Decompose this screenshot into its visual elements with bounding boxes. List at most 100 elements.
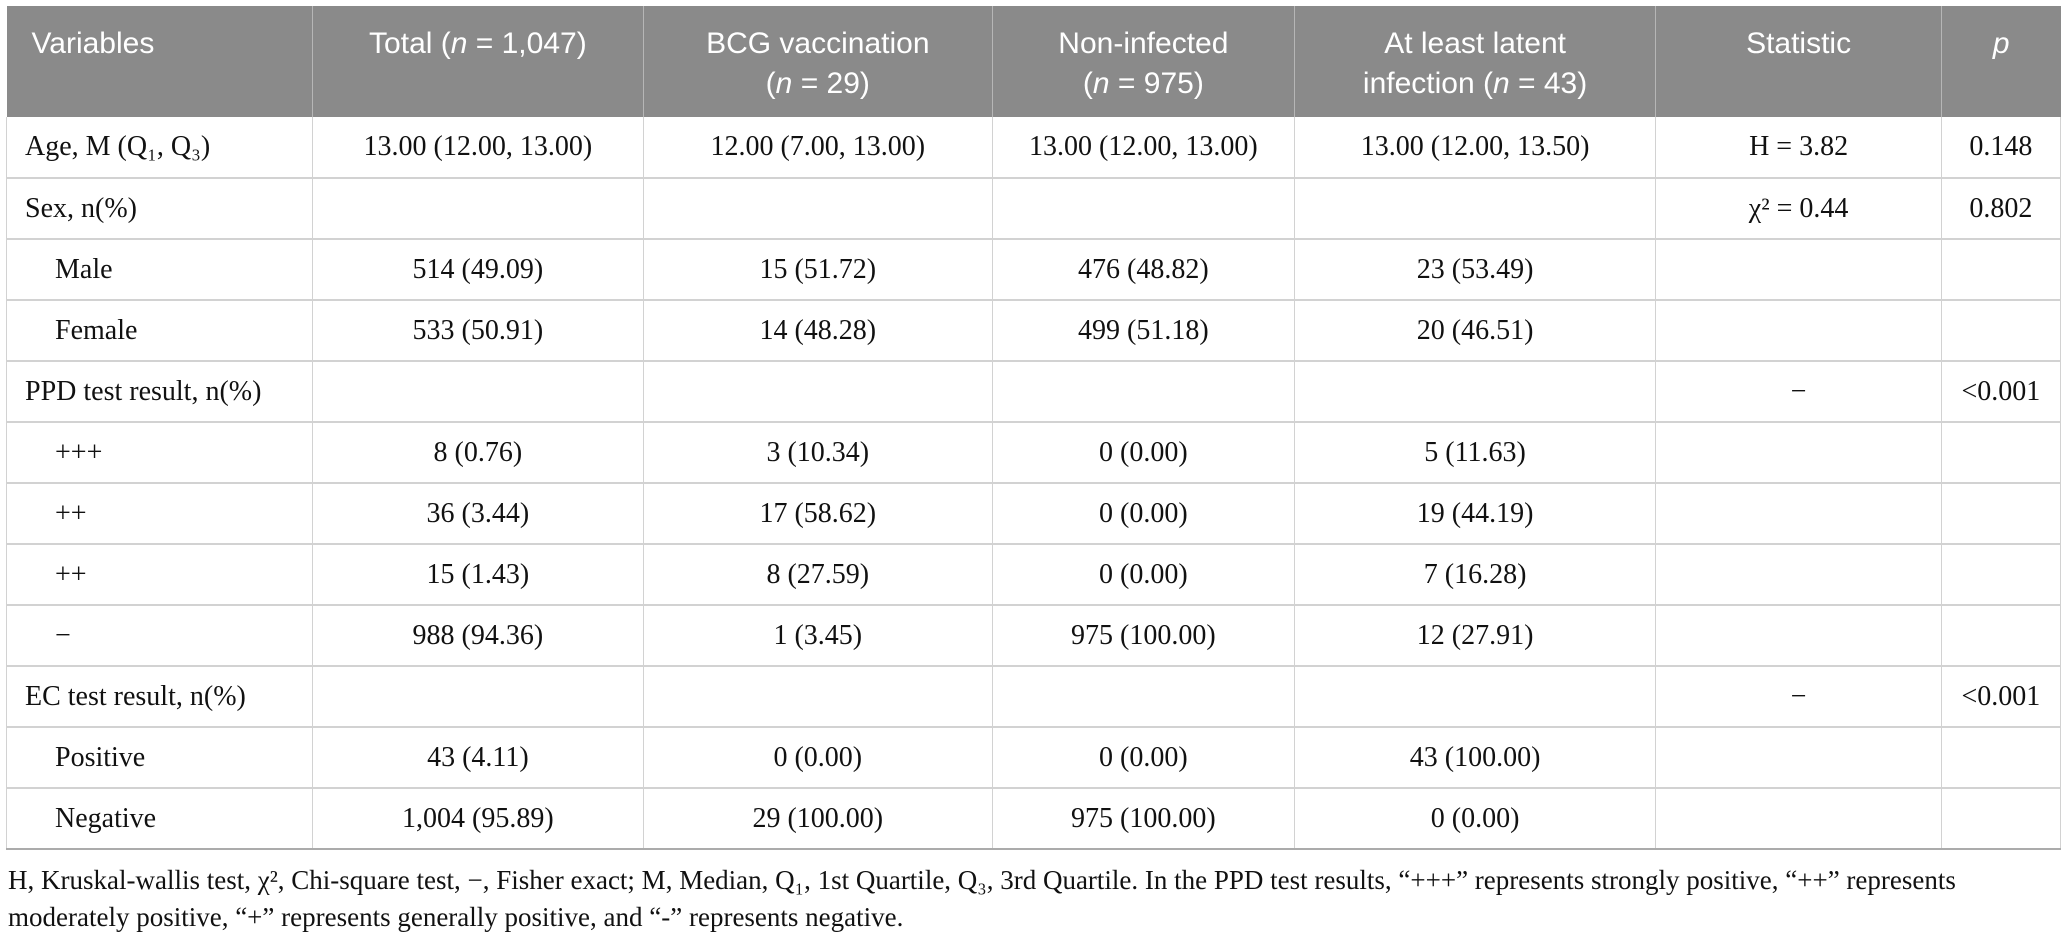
cell-p: [1941, 727, 2062, 790]
row-label: Positive: [5, 727, 314, 790]
row-label: +++: [5, 422, 314, 485]
cell-non-infected: [992, 361, 1295, 424]
cell-non-infected: [992, 666, 1295, 729]
cell-bcg-vaccination: 3 (10.34): [643, 422, 993, 485]
row-label: −: [5, 605, 314, 668]
row-label: Negative: [5, 788, 314, 851]
cell-bcg-vaccination: 8 (27.59): [643, 544, 993, 607]
table-body: Age, M (Q₁, Q₃) 13.00 (12.00, 13.00) 12.…: [5, 117, 2062, 851]
cell-bcg-vaccination: 29 (100.00): [643, 788, 993, 851]
cell-non-infected: [992, 178, 1295, 241]
cell-total: [312, 361, 644, 424]
cell-statistic: [1655, 239, 1942, 302]
col-header-latent-infection: At least latent infection (n = 43): [1294, 6, 1657, 118]
cell-latent-infection: 19 (44.19): [1294, 483, 1657, 546]
cell-latent-infection: 12 (27.91): [1294, 605, 1657, 668]
col-header-variables: Variables: [6, 6, 314, 118]
cell-statistic: [1655, 483, 1942, 546]
row-label: Male: [5, 239, 314, 302]
table-row: Female 533 (50.91) 14 (48.28) 499 (51.18…: [5, 300, 2062, 363]
cell-bcg-vaccination: 1 (3.45): [643, 605, 993, 668]
cell-total: 13.00 (12.00, 13.00): [312, 117, 644, 180]
cell-statistic: [1655, 605, 1942, 668]
cell-p: [1941, 300, 2062, 363]
table-row: Positive 43 (4.11) 0 (0.00) 0 (0.00) 43 …: [5, 727, 2062, 790]
cell-bcg-vaccination: 15 (51.72): [643, 239, 993, 302]
cell-p: [1941, 239, 2062, 302]
cell-latent-infection: [1294, 666, 1657, 729]
cell-non-infected: 0 (0.00): [992, 422, 1295, 485]
row-label: ++: [5, 544, 314, 607]
cell-statistic: −: [1655, 361, 1942, 424]
table-row: ++ 36 (3.44) 17 (58.62) 0 (0.00) 19 (44.…: [5, 483, 2062, 546]
cell-latent-infection: 23 (53.49): [1294, 239, 1657, 302]
cell-statistic: [1655, 727, 1942, 790]
cell-statistic: [1655, 300, 1942, 363]
cell-bcg-vaccination: 14 (48.28): [643, 300, 993, 363]
cell-total: 36 (3.44): [312, 483, 644, 546]
cell-p: [1941, 788, 2062, 851]
row-label: PPD test result, n(%): [5, 361, 314, 424]
cell-total: 8 (0.76): [312, 422, 644, 485]
cell-total: 514 (49.09): [312, 239, 644, 302]
table-row: Negative 1,004 (95.89) 29 (100.00) 975 (…: [5, 788, 2062, 851]
cell-p: [1941, 605, 2062, 668]
row-label: ++: [5, 483, 314, 546]
cell-p: 0.802: [1941, 178, 2062, 241]
cell-non-infected: 0 (0.00): [992, 483, 1295, 546]
cell-bcg-vaccination: [643, 666, 993, 729]
cell-bcg-vaccination: [643, 178, 993, 241]
table-row: Sex, n(%) χ² = 0.44 0.802: [5, 178, 2062, 241]
row-label: Age, M (Q₁, Q₃): [5, 117, 314, 180]
cell-p: [1941, 483, 2062, 546]
cell-total: [312, 666, 644, 729]
cell-latent-infection: 0 (0.00): [1294, 788, 1657, 851]
cell-latent-infection: 43 (100.00): [1294, 727, 1657, 790]
row-label: EC test result, n(%): [5, 666, 314, 729]
cell-non-infected: 13.00 (12.00, 13.00): [992, 117, 1295, 180]
table-row: +++ 8 (0.76) 3 (10.34) 0 (0.00) 5 (11.63…: [5, 422, 2062, 485]
col-header-bcg-vaccination: BCG vaccination (n = 29): [643, 6, 993, 118]
col-header-p: p: [1941, 6, 2061, 118]
table-row: ++ 15 (1.43) 8 (27.59) 0 (0.00) 7 (16.28…: [5, 544, 2062, 607]
table-row: EC test result, n(%) − <0.001: [5, 666, 2062, 729]
statistics-table: Variables Total (n = 1,047) BCG vaccinat…: [5, 6, 2062, 851]
cell-non-infected: 0 (0.00): [992, 727, 1295, 790]
cell-total: [312, 178, 644, 241]
cell-latent-infection: 5 (11.63): [1294, 422, 1657, 485]
cell-bcg-vaccination: 17 (58.62): [643, 483, 993, 546]
cell-total: 533 (50.91): [312, 300, 644, 363]
table-header-row: Variables Total (n = 1,047) BCG vaccinat…: [6, 6, 2061, 118]
cell-latent-infection: 20 (46.51): [1294, 300, 1657, 363]
cell-p: <0.001: [1941, 666, 2062, 729]
cell-p: [1941, 422, 2062, 485]
cell-non-infected: 0 (0.00): [992, 544, 1295, 607]
cell-statistic: [1655, 544, 1942, 607]
cell-statistic: −: [1655, 666, 1942, 729]
cell-bcg-vaccination: 12.00 (7.00, 13.00): [643, 117, 993, 180]
cell-non-infected: 476 (48.82): [992, 239, 1295, 302]
cell-p: [1941, 544, 2062, 607]
table-row: − 988 (94.36) 1 (3.45) 975 (100.00) 12 (…: [5, 605, 2062, 668]
cell-bcg-vaccination: 0 (0.00): [643, 727, 993, 790]
cell-non-infected: 975 (100.00): [992, 605, 1295, 668]
cell-statistic: χ² = 0.44: [1655, 178, 1942, 241]
col-header-non-infected: Non-infected (n = 975): [992, 6, 1295, 118]
cell-statistic: H = 3.82: [1655, 117, 1942, 180]
table-footnote: H, Kruskal-wallis test, χ², Chi-square t…: [8, 865, 1956, 933]
cell-non-infected: 975 (100.00): [992, 788, 1295, 851]
cell-statistic: [1655, 422, 1942, 485]
cell-latent-infection: [1294, 178, 1657, 241]
col-header-total: Total (n = 1,047): [312, 6, 644, 118]
cell-latent-infection: 13.00 (12.00, 13.50): [1294, 117, 1657, 180]
cell-non-infected: 499 (51.18): [992, 300, 1295, 363]
col-header-statistic: Statistic: [1655, 6, 1942, 118]
cell-bcg-vaccination: [643, 361, 993, 424]
table-row: PPD test result, n(%) − <0.001: [5, 361, 2062, 424]
row-label: Female: [5, 300, 314, 363]
cell-p: 0.148: [1941, 117, 2062, 180]
cell-p: <0.001: [1941, 361, 2062, 424]
cell-statistic: [1655, 788, 1942, 851]
cell-total: 15 (1.43): [312, 544, 644, 607]
